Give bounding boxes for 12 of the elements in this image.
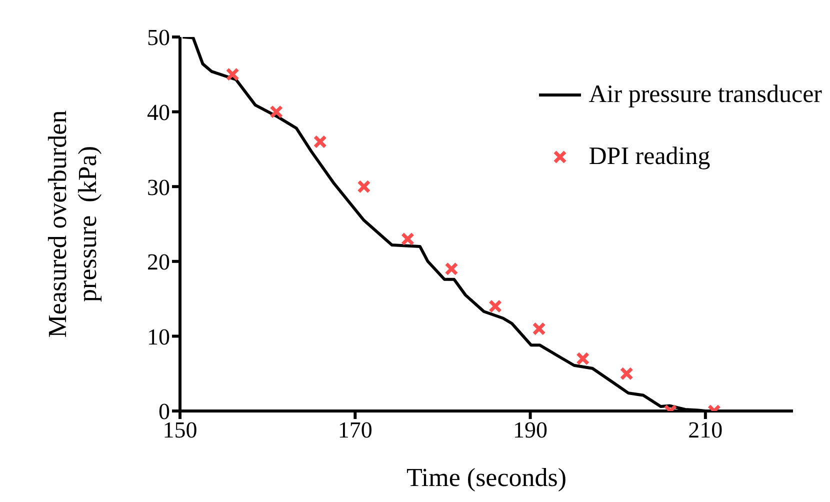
- x-axis-title: Time (seconds): [406, 463, 567, 492]
- legend-label: Air pressure transducer: [588, 81, 822, 109]
- y-tick-label: 30: [147, 174, 170, 200]
- legend-label: DPI reading: [588, 143, 710, 171]
- x-tick-label: 190: [513, 417, 548, 442]
- y-tick-label: 50: [147, 25, 170, 50]
- y-tick-label: 20: [147, 250, 170, 275]
- x-tick-label: 210: [688, 417, 723, 442]
- y-tick-label: 40: [147, 100, 170, 125]
- x-tick-label: 170: [338, 417, 372, 442]
- y-axis-title: Measured overburden pressure (kPa): [43, 110, 102, 338]
- y-tick-label: 10: [147, 324, 170, 350]
